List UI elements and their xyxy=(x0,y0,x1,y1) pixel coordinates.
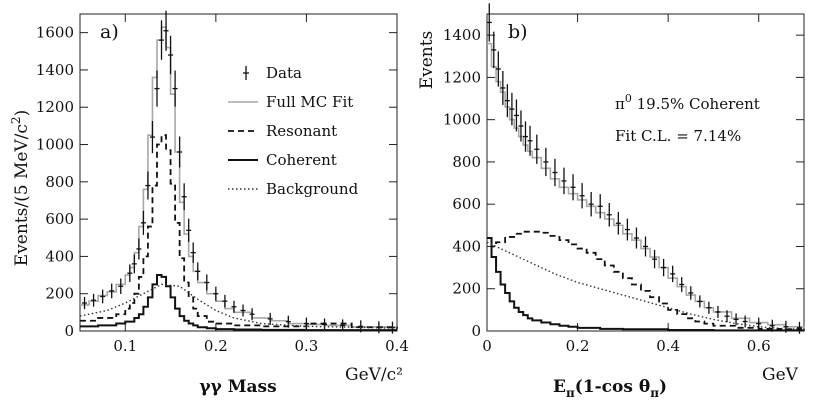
panel-b-y-tick-label: 200 xyxy=(452,280,481,298)
panel-a-y-tick-label: 1400 xyxy=(36,61,74,79)
legend-label-data: Data xyxy=(266,64,302,82)
panel-a-series-resonant xyxy=(80,134,398,329)
panel-b-y-tick-label: 0 xyxy=(471,322,481,340)
panel-b-y-tick-label: 1000 xyxy=(443,111,481,129)
panel-a-x-tick-label: 0.3 xyxy=(294,337,318,355)
panel-b-y-axis-label: Events xyxy=(417,31,437,90)
panel-b-x-tick-label: 0 xyxy=(482,337,492,355)
panel-a-series-full-mc-fit xyxy=(80,26,398,328)
panel-b-x-tick-label: 0.6 xyxy=(747,337,771,355)
panel-a-x-tick-label: 0.4 xyxy=(385,337,409,355)
panel-b-y-tick-label: 600 xyxy=(452,195,481,213)
panel-a-y-tick-label: 1000 xyxy=(36,136,74,154)
panel-a-y-tick-label: 800 xyxy=(45,173,74,191)
legend-label-coherent: Coherent xyxy=(266,151,337,169)
panel-b-series-full-mc-fit xyxy=(487,42,805,328)
panel-a-series-background xyxy=(79,283,398,329)
panel-a-x-tick-label: 0.1 xyxy=(113,337,137,355)
panel-b-x-axis-label: Eπ(1-cos θπ) xyxy=(553,377,667,400)
panel-a-y-tick-label: 200 xyxy=(45,285,74,303)
panel-b-annotation-coherent: π0 19.5% Coherent xyxy=(615,92,760,113)
panel-a-y-tick-label: 0 xyxy=(64,322,74,340)
panel-a-y-tick-label: 1200 xyxy=(36,98,74,116)
legend-label-full-mc-fit: Full MC Fit xyxy=(266,93,353,111)
legend-label-background: Background xyxy=(266,180,359,198)
panel-b-frame xyxy=(486,13,805,332)
panel-a-chart: a) Events/(5 MeV/c2) γγ Mass GeV/c² 0.1 0… xyxy=(9,10,409,397)
panel-b-x-tick-label: 0.4 xyxy=(656,337,680,355)
legend-label-resonant: Resonant xyxy=(266,122,337,140)
panel-a-frame xyxy=(79,13,398,332)
panel-b-x-tick-label: 0.2 xyxy=(566,337,590,355)
panel-b-label: b) xyxy=(508,21,528,43)
panel-b-y-tick-label: 1400 xyxy=(443,26,481,44)
panel-a-y-axis-label: Events/(5 MeV/c2) xyxy=(9,110,32,266)
panel-a-legend: Data Full MC Fit Resonant Coherent Backgroun… xyxy=(228,64,359,198)
panel-b-annotation-fit-cl: Fit C.L. = 7.14% xyxy=(615,127,741,145)
panel-b-x-axis-unit: GeV xyxy=(762,365,799,385)
panel-a-x-axis-unit: GeV/c² xyxy=(345,365,403,385)
panel-b-chart: b) Events Eπ(1-cos θπ) GeV π0 19.5% Cohe… xyxy=(417,3,805,400)
panel-b-series-resonant xyxy=(487,230,805,331)
panel-b-data-points xyxy=(486,3,802,334)
panel-a-series-coherent xyxy=(80,274,397,332)
panel-a-y-tick-label: 600 xyxy=(45,210,74,228)
panel-a-x-tick-label: 0.2 xyxy=(204,337,228,355)
panel-b-y-tick-label: 400 xyxy=(452,237,481,255)
panel-a-y-tick-label: 400 xyxy=(45,247,74,265)
panel-b-series-coherent xyxy=(487,237,805,332)
panel-a-label: a) xyxy=(100,21,119,43)
panel-a-y-tick-label: 1600 xyxy=(36,24,74,42)
panel-a-data-points xyxy=(82,10,395,334)
panel-b-y-tick-label: 1200 xyxy=(443,68,481,86)
panel-a-x-axis-label: γγ Mass xyxy=(199,377,276,397)
panel-b-y-tick-label: 800 xyxy=(452,153,481,171)
